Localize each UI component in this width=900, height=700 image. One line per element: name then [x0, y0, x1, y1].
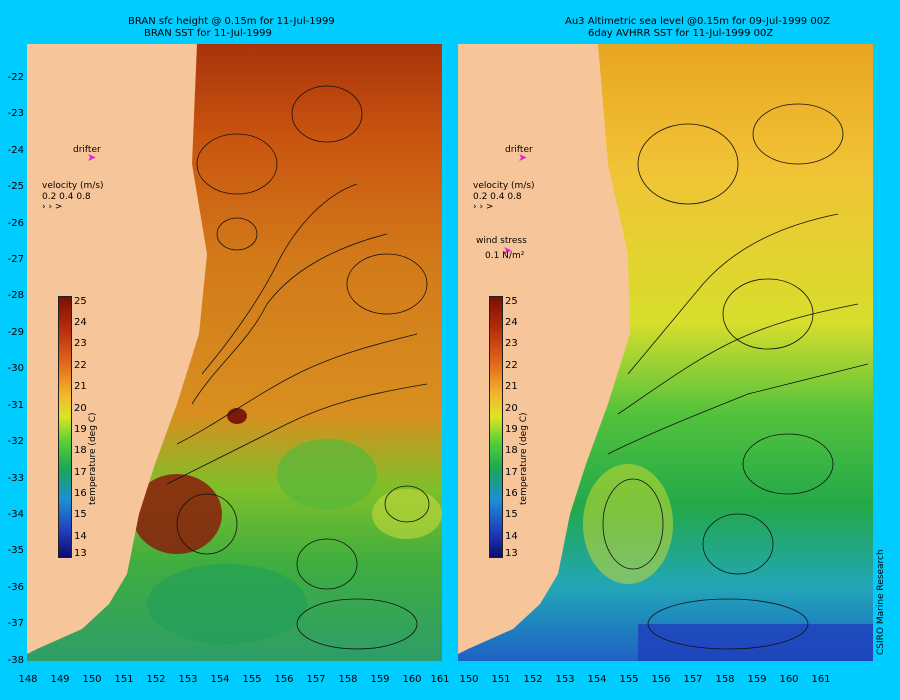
right-sst-map	[458, 44, 873, 661]
right-drifter-arrow-icon: ➤	[518, 151, 528, 164]
x-tick-label: 161	[811, 674, 831, 685]
right-cbar-tick: 24	[505, 317, 518, 328]
y-tick-label: -38	[7, 655, 24, 666]
y-tick-label: -22	[7, 72, 24, 83]
y-tick-label: -23	[7, 108, 24, 119]
y-tick-label: -28	[7, 290, 24, 301]
x-tick-label: 148	[18, 674, 38, 685]
left-sst-map	[27, 44, 442, 661]
x-tick-label: 151	[491, 674, 511, 685]
right-cbar-tick: 22	[505, 360, 518, 371]
right-map-panel: drifter ➤ velocity (m/s) 0.2 0.4 0.8 › ›…	[458, 44, 873, 661]
y-tick-label: -29	[7, 327, 24, 338]
right-cbar-tick: 20	[505, 403, 518, 414]
left-cbar-tick: 17	[74, 467, 87, 478]
right-drifter-label: drifter	[505, 145, 533, 155]
left-velocity-label: velocity (m/s)	[42, 181, 104, 191]
right-colorbar	[489, 296, 503, 558]
left-velocity-arrows-icon: › › >	[42, 202, 63, 212]
x-tick-label: 151	[114, 674, 134, 685]
right-cbar-tick: 13	[505, 548, 518, 559]
x-tick-label: 152	[146, 674, 166, 685]
x-tick-label: 158	[338, 674, 358, 685]
right-velocity-scale: 0.2 0.4 0.8	[473, 192, 522, 202]
y-tick-label: -30	[7, 363, 24, 374]
y-tick-label: -25	[7, 181, 24, 192]
x-tick-label: 153	[555, 674, 575, 685]
y-tick-label: -31	[7, 400, 24, 411]
x-tick-label: 156	[274, 674, 294, 685]
credit-text: CSIRO Marine Research	[876, 549, 886, 655]
left-cbar-tick: 25	[74, 296, 87, 307]
left-title-line2: BRAN SST for 11-Jul-1999	[144, 28, 272, 39]
right-cbar-tick: 21	[505, 381, 518, 392]
left-cbar-tick: 22	[74, 360, 87, 371]
left-drifter-label: drifter	[73, 145, 101, 155]
right-cbar-tick: 18	[505, 445, 518, 456]
left-cbar-tick: 13	[74, 548, 87, 559]
x-tick-label: 160	[779, 674, 799, 685]
right-colorbar-caption: temperature (deg C)	[519, 412, 529, 505]
x-tick-label: 161	[430, 674, 450, 685]
right-cbar-tick: 25	[505, 296, 518, 307]
left-drifter-arrow-icon: ➤	[87, 151, 97, 164]
right-cbar-tick: 15	[505, 509, 518, 520]
y-tick-label: -36	[7, 582, 24, 593]
right-cbar-tick: 16	[505, 488, 518, 499]
right-title-line2: 6day AVHRR SST for 11-Jul-1999 00Z	[588, 28, 774, 39]
left-map-panel: drifter ➤ velocity (m/s) 0.2 0.4 0.8 › ›…	[27, 44, 442, 661]
x-tick-label: 160	[402, 674, 422, 685]
y-tick-label: -33	[7, 473, 24, 484]
y-tick-label: -27	[7, 254, 24, 265]
y-tick-label: -26	[7, 218, 24, 229]
left-cbar-tick: 23	[74, 338, 87, 349]
left-cbar-tick: 16	[74, 488, 87, 499]
right-velocity-arrows-icon: › › >	[473, 202, 494, 212]
y-tick-label: -32	[7, 436, 24, 447]
right-title-line1: Au3 Altimetric sea level @0.15m for 09-J…	[565, 16, 830, 27]
x-tick-label: 150	[459, 674, 479, 685]
right-wind-label: wind stress	[476, 236, 527, 246]
right-cbar-tick: 19	[505, 424, 518, 435]
left-cbar-tick: 18	[74, 445, 87, 456]
x-tick-label: 153	[178, 674, 198, 685]
x-tick-label: 154	[210, 674, 230, 685]
x-tick-label: 159	[370, 674, 390, 685]
left-cbar-tick: 14	[74, 531, 87, 542]
x-tick-label: 156	[651, 674, 671, 685]
x-tick-label: 149	[50, 674, 70, 685]
x-tick-label: 155	[242, 674, 262, 685]
left-cbar-tick: 21	[74, 381, 87, 392]
right-wind-arrow-icon: ➤	[503, 244, 513, 257]
x-tick-label: 152	[523, 674, 543, 685]
x-tick-label: 155	[619, 674, 639, 685]
left-title-line1: BRAN sfc height @ 0.15m for 11-Jul-1999	[128, 16, 335, 27]
x-tick-label: 157	[683, 674, 703, 685]
x-tick-label: 158	[715, 674, 735, 685]
x-tick-label: 159	[747, 674, 767, 685]
x-tick-label: 154	[587, 674, 607, 685]
right-velocity-label: velocity (m/s)	[473, 181, 535, 191]
y-tick-label: -34	[7, 509, 24, 520]
y-tick-label: -35	[7, 545, 24, 556]
left-colorbar	[58, 296, 72, 558]
y-tick-label: -24	[7, 145, 24, 156]
left-cbar-tick: 19	[74, 424, 87, 435]
left-cbar-tick: 24	[74, 317, 87, 328]
x-tick-label: 150	[82, 674, 102, 685]
y-tick-label: -37	[7, 618, 24, 629]
left-cbar-tick: 15	[74, 509, 87, 520]
x-tick-label: 157	[306, 674, 326, 685]
right-cbar-tick: 23	[505, 338, 518, 349]
left-colorbar-caption: temperature (deg C)	[88, 412, 98, 505]
right-cbar-tick: 17	[505, 467, 518, 478]
right-wind-value: 0.1 N/m²	[485, 251, 525, 261]
right-cbar-tick: 14	[505, 531, 518, 542]
left-cbar-tick: 20	[74, 403, 87, 414]
left-velocity-scale: 0.2 0.4 0.8	[42, 192, 91, 202]
